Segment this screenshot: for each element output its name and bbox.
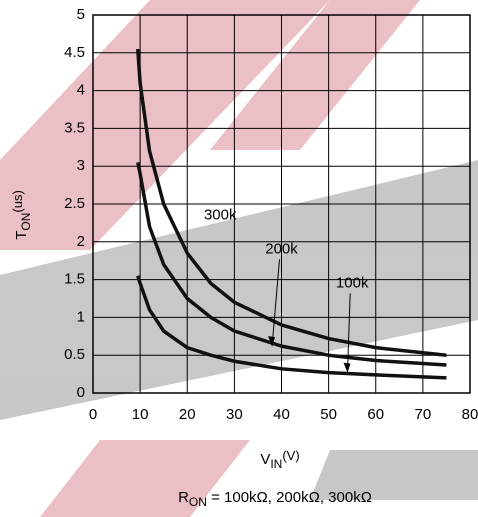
- arrow-head: [343, 362, 351, 373]
- y-tick-label: 2.5: [64, 195, 85, 212]
- y-tick-label: 3: [77, 157, 85, 174]
- series-label: 100k: [336, 274, 369, 291]
- y-tick-label: 1.5: [64, 271, 85, 288]
- y-label-main: T: [13, 231, 30, 240]
- series-line: [136, 48, 447, 357]
- subtitle: RON = 100kΩ, 200kΩ, 300kΩ: [178, 489, 372, 509]
- subtitle-main: R: [178, 489, 189, 506]
- x-tick-label: 30: [226, 406, 243, 423]
- subtitle-sub: ON: [189, 495, 207, 509]
- plot-frame: [92, 14, 471, 394]
- series-label: 200k: [265, 240, 298, 257]
- x-tick-label: 80: [462, 406, 478, 423]
- series-line: [136, 162, 447, 367]
- x-tick-label: 50: [320, 406, 337, 423]
- y-tick-label: 2: [77, 233, 85, 250]
- y-tick-label: 4: [77, 82, 85, 99]
- y-label-unit: (us): [10, 190, 25, 212]
- x-tick-label: 70: [415, 406, 432, 423]
- y-tick-label: 5: [77, 6, 85, 23]
- y-label-sub: ON: [19, 213, 33, 231]
- x-tick-label: 0: [89, 406, 97, 423]
- series-line: [136, 275, 447, 380]
- x-tick-label: 60: [367, 406, 384, 423]
- x-axis-label: VIN(V): [260, 448, 299, 471]
- y-tick-label: 0.5: [64, 346, 85, 363]
- x-tick-label: 10: [132, 406, 149, 423]
- arrow-head: [268, 336, 276, 347]
- x-label-sub: IN: [270, 457, 282, 471]
- series-label: 300k: [204, 206, 237, 223]
- label-arrow: [346, 293, 351, 373]
- y-tick-label: 0: [77, 384, 85, 401]
- x-label-unit: (V): [282, 448, 299, 463]
- y-tick-label: 3.5: [64, 119, 85, 136]
- y-tick-label: 4.5: [64, 44, 85, 61]
- label-arrow: [271, 259, 280, 347]
- y-axis-label: TON(us): [10, 190, 33, 240]
- x-tick-label: 40: [273, 406, 290, 423]
- y-tick-label: 1: [77, 308, 85, 325]
- subtitle-rest: = 100kΩ, 200kΩ, 300kΩ: [207, 489, 372, 506]
- x-label-main: V: [260, 451, 270, 468]
- x-tick-label: 20: [179, 406, 196, 423]
